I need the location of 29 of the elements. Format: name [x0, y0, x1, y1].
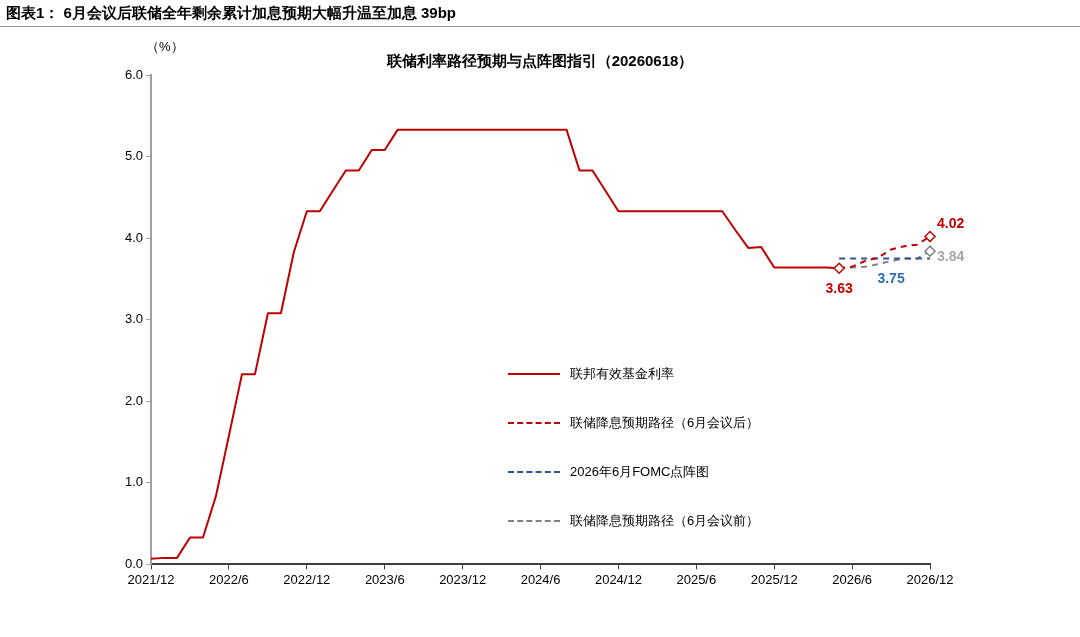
- legend-label: 联储降息预期路径（6月会议前）: [570, 511, 760, 530]
- legend-label: 2026年6月FOMC点阵图: [570, 462, 710, 481]
- legend-label: 联储降息预期路径（6月会议后）: [570, 413, 760, 432]
- x-tick-label: 2022/12: [283, 571, 331, 587]
- x-tick-label: 2022/6: [209, 571, 249, 587]
- y-tick-label: 0.0: [124, 555, 144, 571]
- y-tick-label: 6.0: [124, 66, 144, 82]
- data-label: 3.63: [825, 280, 853, 297]
- y-tick-label: 2.0: [124, 392, 144, 408]
- x-tick-label: 2024/6: [520, 571, 561, 587]
- y-tick-label: 1.0: [124, 474, 144, 490]
- x-tick-label: 2025/12: [750, 571, 798, 587]
- x-tick-label: 2025/6: [676, 571, 717, 587]
- y-tick-label: 4.0: [124, 229, 144, 245]
- data-label: 3.84: [937, 248, 965, 265]
- legend-label: 联邦有效基金利率: [570, 364, 674, 383]
- y-tick-label: 5.0: [124, 148, 144, 164]
- chart-title: 图表1： 6月会议后联储全年剩余累计加息预期大幅升温至加息 39bp: [6, 4, 457, 23]
- y-axis-title: （%）: [146, 38, 184, 56]
- data-label: 3.75: [877, 270, 905, 287]
- x-tick-label: 2024/12: [594, 571, 642, 587]
- x-tick-label: 2026/12: [906, 571, 954, 587]
- x-tick-label: 2026/6: [832, 571, 872, 587]
- x-tick-label: 2023/6: [364, 571, 405, 587]
- chart-subtitle: 联储利率路径预期与点阵图指引（20260618）: [386, 52, 694, 69]
- x-tick-label: 2023/12: [439, 571, 487, 587]
- y-tick-label: 3.0: [124, 311, 144, 327]
- data-label: 4.02: [937, 215, 965, 232]
- x-tick-label: 2021/12: [127, 571, 175, 587]
